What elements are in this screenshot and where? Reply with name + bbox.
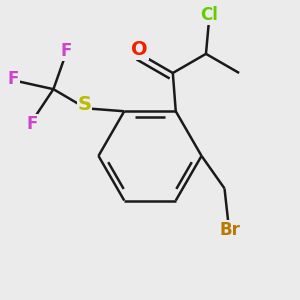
Text: F: F bbox=[61, 42, 72, 60]
Text: Cl: Cl bbox=[200, 6, 218, 24]
Text: F: F bbox=[26, 115, 38, 133]
Text: Br: Br bbox=[219, 221, 240, 239]
Text: O: O bbox=[131, 40, 148, 59]
Text: S: S bbox=[77, 95, 92, 114]
Text: F: F bbox=[8, 70, 20, 88]
